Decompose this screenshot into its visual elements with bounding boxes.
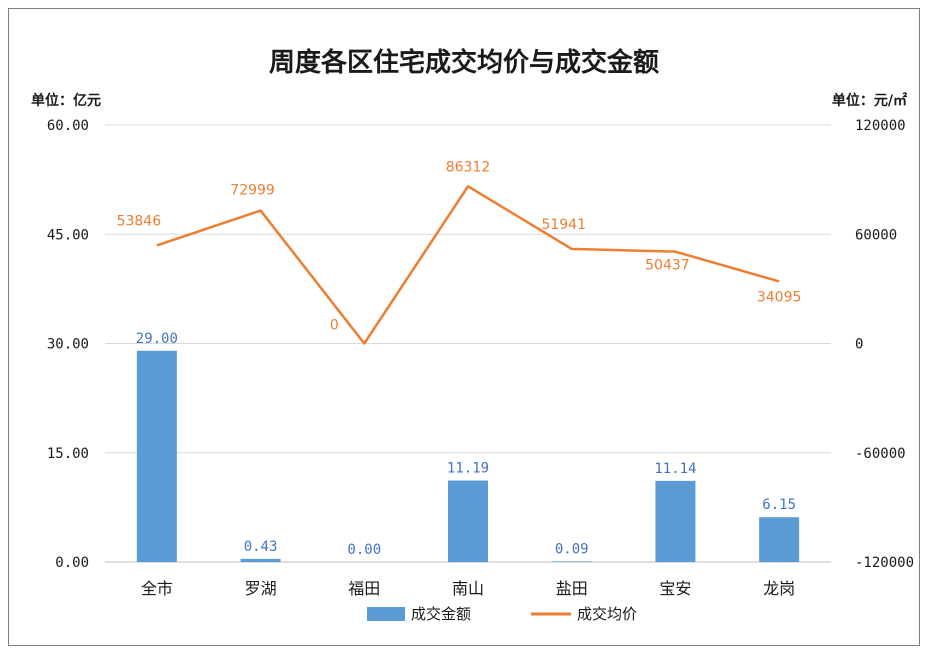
legend-bar-swatch [367,607,405,621]
bar-series: 29.00 0.43 0.00 11.19 0.09 11.14 6.15 [136,331,800,562]
line-data-label: 34095 [757,289,802,305]
bar-data-label: 0.00 [347,542,381,558]
legend-bar-label: 成交金额 [411,605,471,623]
category-label: 龙岗 [763,579,795,598]
bar-data-label: 11.19 [447,460,489,476]
bar [655,480,696,562]
chart-frame: 周度各区住宅成交均价与成交金额 单位：亿元 单位：元/㎡ 0.00 15.00 30… [8,8,920,646]
category-label: 罗湖 [245,579,277,598]
left-axis-unit: 单位：亿元 [31,92,101,109]
chart-title: 周度各区住宅成交均价与成交金额 [269,47,659,78]
category-axis: 全市 罗湖 福田 南山 盐田 宝安 龙岗 [141,579,795,598]
bar [759,517,800,562]
line-data-label: 53846 [117,213,162,229]
legend-line-label: 成交均价 [577,605,637,623]
category-label: 南山 [452,579,484,598]
line-data-label: 50437 [645,258,690,274]
category-label: 宝安 [659,579,691,598]
category-label: 福田 [348,579,380,598]
bar-data-label: 0.09 [555,541,589,557]
left-tick-label: 30.00 [47,337,89,353]
legend: 成交金额 成交均价 [367,605,637,623]
bar [136,350,177,562]
right-tick-label: -60000 [855,446,906,462]
line-data-label: 72999 [230,183,275,199]
line-data-label: 86312 [446,159,491,175]
left-tick-label: 60.00 [47,118,89,134]
bar-data-label: 0.43 [244,539,278,555]
right-axis-unit: 单位：元/㎡ [832,92,907,109]
left-tick-label: 15.00 [47,446,89,462]
left-tick-label: 0.00 [55,555,89,571]
right-tick-label: 0 [855,337,863,353]
right-tick-label: 60000 [855,227,897,243]
right-axis: -120000 -60000 0 60000 120000 [855,118,914,571]
bar-data-label: 11.14 [654,461,696,477]
category-label: 全市 [141,579,173,598]
bar [551,561,592,562]
bar-data-label: 29.00 [136,331,178,347]
gridlines [105,124,831,563]
left-tick-label: 45.00 [47,227,89,243]
right-tick-label: 120000 [855,118,906,134]
chart-svg: 周度各区住宅成交均价与成交金额 单位：亿元 单位：元/㎡ 0.00 15.00 30… [31,47,914,623]
left-axis: 0.00 15.00 30.00 45.00 60.00 [47,118,89,571]
line-data-label: 0 [330,318,339,334]
bar [448,480,488,562]
bar-data-label: 6.15 [762,497,796,513]
right-tick-label: -120000 [855,555,914,571]
line-series: 53846 72999 0 86312 51941 50437 34095 [117,159,802,345]
category-label: 盐田 [556,579,588,598]
line-data-label: 51941 [541,217,586,233]
bar [240,558,281,562]
